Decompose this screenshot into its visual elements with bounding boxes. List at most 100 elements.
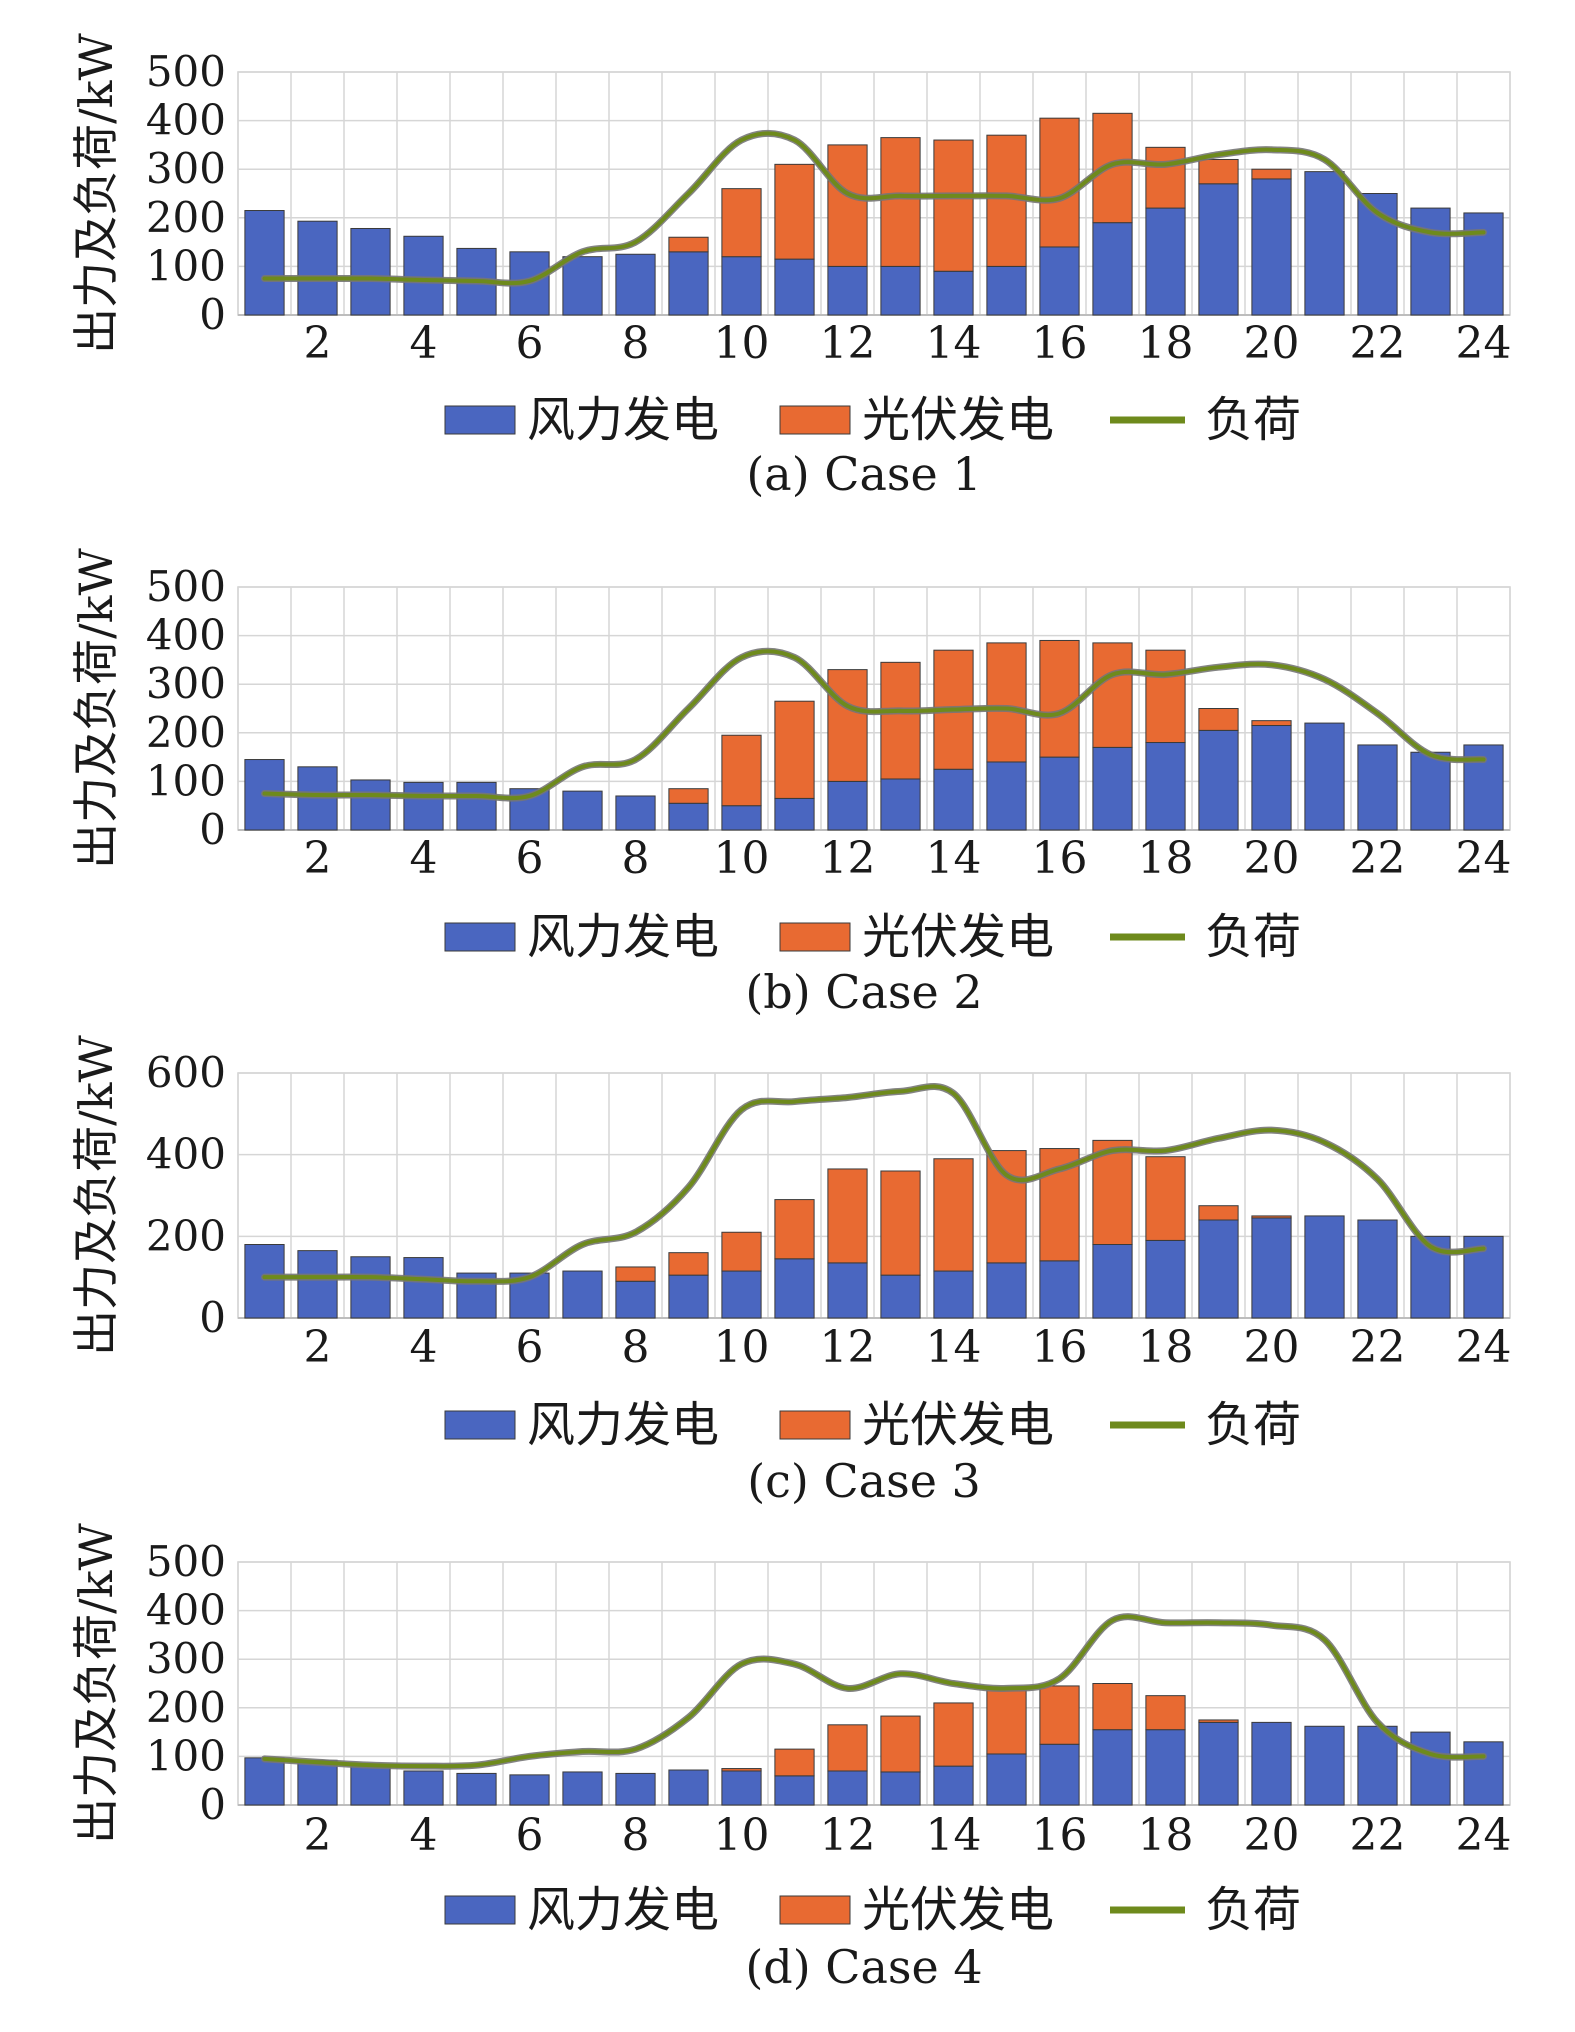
solar-power-bar [880,1170,921,1276]
wind-power-bar [880,265,921,316]
y-tick-label: 400 [146,96,226,145]
y-tick-label: 500 [146,562,226,611]
wind-power-bar [1092,1244,1133,1319]
x-tick-label: 18 [1138,833,1194,884]
wind-power-bar [297,1250,338,1319]
wind-power-bar [1145,207,1186,316]
solar-power-bar [1198,158,1239,185]
x-tick-label: 10 [714,1810,770,1861]
solar-power-bar [1039,1685,1080,1745]
wind-power-bar [933,1270,974,1319]
wind-power-bar [933,768,974,831]
solar-power-bar [668,788,709,804]
legend: 风力发电 光伏发电 负荷 [444,909,1301,965]
x-tick-label: 8 [622,318,650,369]
wind-power-bar [721,1270,762,1319]
legend-swatch-solar [779,405,851,435]
wind-power-bar [827,780,868,831]
wind-power-bar [562,1771,603,1806]
x-tick-label: 10 [714,1322,770,1373]
x-tick-label: 10 [714,833,770,884]
x-tick-label: 2 [304,1810,332,1861]
solar-power-bar [880,137,921,267]
solar-power-bar [1198,1719,1239,1723]
legend-label-solar: 光伏发电 [862,909,1054,965]
solar-power-bar [827,1168,868,1264]
legend-label-wind: 风力发电 [527,909,719,965]
wind-power-bar [986,1262,1027,1319]
wind-power-bar [827,1770,868,1806]
load-line [262,1614,1486,1769]
wind-power-bar [774,258,815,316]
wind-power-bar [1039,246,1080,316]
legend-swatch-wind [444,405,516,435]
wind-power-bar [880,1274,921,1319]
solar-power-bar [1145,146,1186,209]
solar-power-bar [774,700,815,799]
panel-caption: (d) Case 4 [745,1940,982,1994]
y-tick-label: 500 [146,1537,226,1586]
wind-power-bar [721,805,762,831]
solar-power-bar [1039,117,1080,248]
solar-power-bar [1198,708,1239,731]
legend-label-solar: 光伏发电 [862,1397,1054,1453]
x-tick-label: 20 [1244,1322,1300,1373]
wind-power-bar [986,1753,1027,1806]
solar-power-bar [986,134,1027,267]
wind-power-bar [562,1270,603,1319]
y-tick-label: 300 [146,144,226,193]
wind-power-bar [1198,1721,1239,1806]
x-tick-label: 14 [926,318,982,369]
wind-power-bar [403,1770,444,1806]
solar-power-bar [827,144,868,267]
wind-power-bar [350,1256,391,1319]
y-tick-label: 200 [146,708,226,757]
wind-power-bar [1304,722,1345,831]
x-tick-label: 6 [516,1322,544,1373]
solar-power-bar [774,163,815,260]
wind-power-bar [880,778,921,831]
wind-power-bar [1145,1729,1186,1806]
solar-power-bar [986,642,1027,763]
solar-power-bar [1145,649,1186,744]
wind-power-bar [1463,1741,1504,1806]
wind-power-bar [668,1769,709,1806]
wind-power-bar [933,1765,974,1806]
solar-power-bar [1251,1215,1292,1219]
x-tick-label: 14 [926,1810,982,1861]
y-axis-label: 出力及负荷/kW [69,1034,123,1355]
wind-power-bar [1198,1219,1239,1319]
wind-power-bar [456,1772,497,1806]
x-tick-label: 2 [304,318,332,369]
solar-power-bar [827,1724,868,1772]
panel-caption: (b) Case 2 [745,965,982,1019]
wind-power-bar [1304,171,1345,316]
x-tick-label: 6 [516,1810,544,1861]
wind-power-bar [721,1770,762,1806]
wind-power-bar [1092,1729,1133,1806]
wind-power-bar [615,1772,656,1806]
wind-power-bar [1357,193,1398,316]
y-tick-label: 200 [146,193,226,242]
x-tick-label: 14 [926,833,982,884]
solar-power-bar [668,1252,709,1276]
legend-label-load: 负荷 [1205,909,1301,965]
wind-power-bar [350,1764,391,1806]
y-tick-label: 0 [199,1293,226,1342]
legend: 风力发电 光伏发电 负荷 [444,1397,1301,1453]
y-axis-label: 出力及负荷/kW [69,547,123,868]
legend-swatch-wind [444,922,516,952]
x-tick-label: 4 [410,318,438,369]
wind-power-bar [1357,1219,1398,1319]
wind-power-bar [774,797,815,831]
wind-power-bar [986,761,1027,831]
solar-power-bar [668,236,709,253]
wind-power-bar [403,781,444,831]
wind-power-bar [1039,1743,1080,1806]
wind-power-bar [827,1262,868,1319]
legend-swatch-wind [444,1895,516,1925]
x-tick-label: 16 [1032,1810,1088,1861]
